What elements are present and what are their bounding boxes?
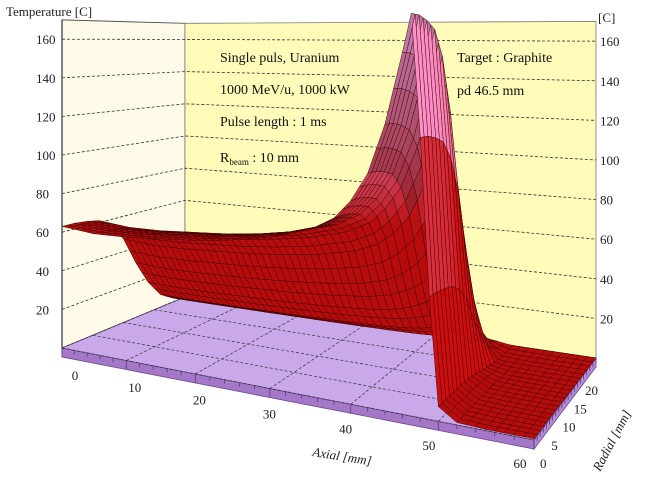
floor-grid-axial bbox=[350, 334, 437, 405]
gridline-100 bbox=[61, 135, 597, 161]
gridline-40 bbox=[61, 232, 597, 280]
temperature-tick-right: 40 bbox=[600, 272, 613, 287]
gridline-160 bbox=[61, 38, 597, 42]
annotation-energy: 1000 MeV/u, 1000 kW bbox=[220, 83, 351, 98]
axial-tick-label: 0 bbox=[72, 368, 79, 383]
temperature-tick-right: 20 bbox=[600, 311, 613, 326]
annotation-target: Target : Graphite bbox=[457, 51, 552, 66]
annotation-pulse: Pulse length : 1 ms bbox=[220, 115, 327, 130]
floor-grid-axial bbox=[126, 304, 242, 361]
y-axis-title-right: [C] bbox=[598, 10, 615, 25]
gridline-140 bbox=[61, 71, 597, 82]
rbeam-r: R bbox=[220, 151, 230, 166]
annotation-ion: Single puls, Uranium bbox=[220, 51, 339, 66]
axial-tick-label: 20 bbox=[193, 393, 206, 408]
y-axis-title-left: Temperature [C] bbox=[6, 4, 92, 19]
axial-tick-label: 30 bbox=[263, 407, 276, 422]
axial-tick-label: 40 bbox=[339, 422, 352, 437]
temperature-tick-right: 160 bbox=[600, 34, 620, 49]
surface bbox=[61, 13, 597, 439]
axial-tick-label: 10 bbox=[128, 380, 141, 395]
floor-grid-radial bbox=[61, 347, 535, 441]
annotation-pd: pd 46.5 mm bbox=[457, 84, 524, 99]
temperature-tick-left: 60 bbox=[36, 225, 49, 240]
gridline-120 bbox=[61, 103, 597, 121]
temperature-tick-left: 80 bbox=[36, 187, 49, 202]
radial-tick-label: 20 bbox=[585, 383, 598, 398]
temperature-tick-right: 120 bbox=[600, 113, 620, 128]
temperature-tick-left: 40 bbox=[36, 264, 49, 279]
radial-tick-label: 10 bbox=[563, 420, 576, 435]
floor-grid-radial bbox=[154, 309, 581, 379]
annotation-rbeam: Rbeam : 10 mm bbox=[220, 151, 299, 167]
x-axis-title: Axial [mm] bbox=[311, 444, 373, 468]
radial-tick-label: 0 bbox=[540, 456, 547, 471]
labels: Temperature [C] [C] Single puls, Uranium… bbox=[6, 4, 634, 474]
left-wall bbox=[61, 19, 186, 349]
gridline-80 bbox=[61, 167, 597, 200]
rbeam-value: : 10 mm bbox=[249, 151, 299, 166]
rbeam-sub: beam bbox=[229, 157, 249, 167]
temperature-tick-right: 80 bbox=[600, 193, 613, 208]
radial-tick-label: 5 bbox=[551, 438, 558, 453]
temperature-tick-right: 100 bbox=[600, 153, 620, 168]
temperature-tick-left: 100 bbox=[36, 148, 56, 163]
radial-axis-title: Radial [mm] bbox=[589, 407, 634, 474]
axial-tick-label: 60 bbox=[514, 456, 527, 471]
temperature-tick-left: 120 bbox=[36, 109, 56, 124]
temperature-tick-left: 140 bbox=[36, 71, 56, 86]
temperature-tick-right: 140 bbox=[600, 74, 620, 89]
surface-cell bbox=[61, 224, 75, 229]
axial-tick-label: 50 bbox=[422, 438, 435, 453]
radial-tick-label: 15 bbox=[574, 401, 587, 416]
temperature-tick-right: 60 bbox=[600, 232, 613, 247]
temperature-tick-left: 20 bbox=[36, 302, 49, 317]
temperature-tick-left: 160 bbox=[36, 32, 56, 47]
